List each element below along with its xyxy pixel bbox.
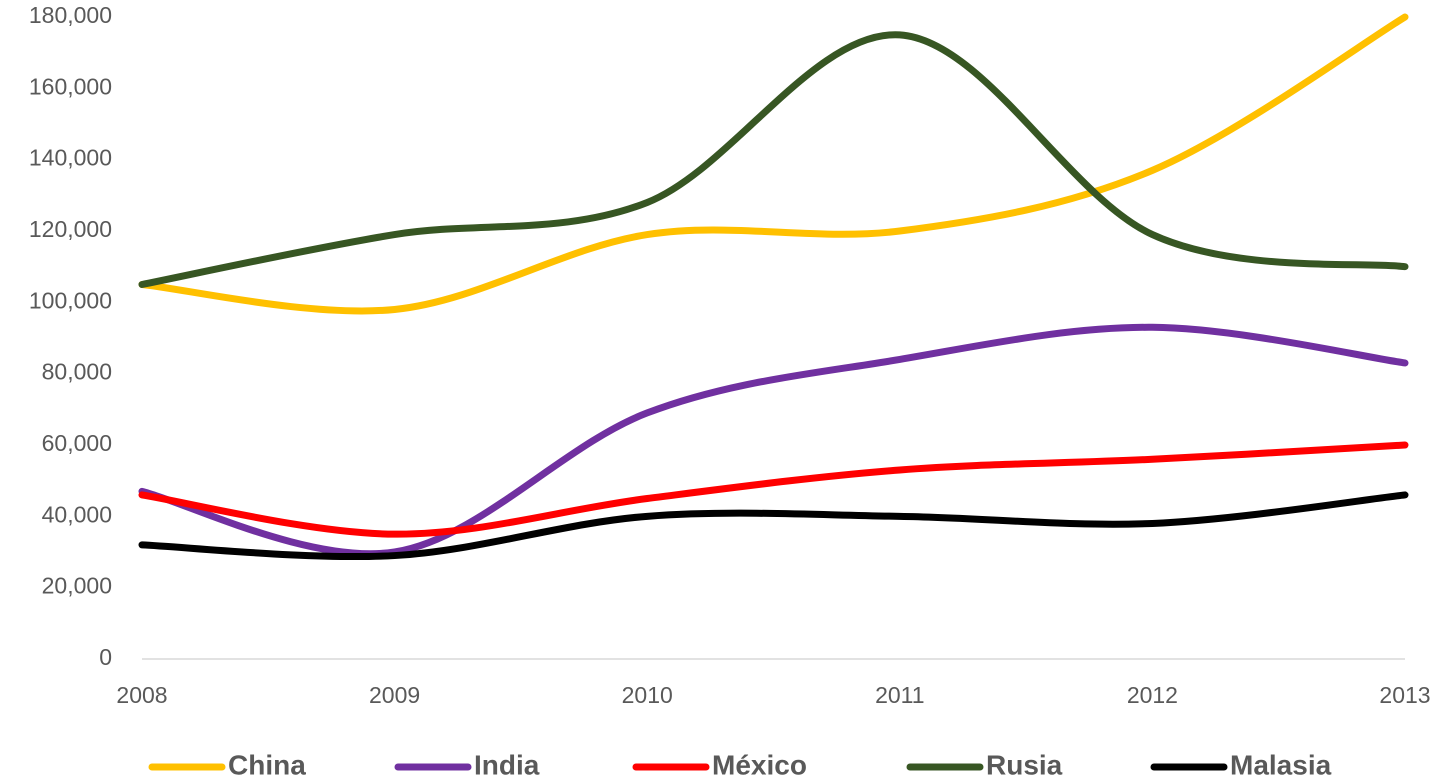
x-tick-label: 2009	[369, 682, 420, 708]
x-tick-label: 2011	[875, 682, 924, 708]
y-tick-label: 120,000	[29, 216, 112, 242]
legend-label: Malasia	[1230, 749, 1332, 780]
y-tick-label: 0	[99, 644, 112, 670]
y-tick-label: 100,000	[29, 287, 112, 313]
legend-label: India	[474, 749, 540, 780]
legend-label: Rusia	[986, 749, 1063, 780]
x-tick-label: 2010	[622, 682, 673, 708]
series-line	[138, 441, 1409, 538]
y-tick-label: 160,000	[29, 73, 112, 99]
y-tick-label: 80,000	[42, 359, 112, 385]
x-tick-label: 2012	[1127, 682, 1178, 708]
y-tick-label: 40,000	[42, 501, 112, 527]
series-line	[138, 491, 1409, 561]
series-line	[138, 13, 1409, 315]
y-tick-label: 140,000	[29, 145, 112, 171]
y-tick-label: 180,000	[29, 2, 112, 28]
legend-label: China	[228, 749, 306, 780]
y-tick-label: 60,000	[42, 430, 112, 456]
y-tick-label: 20,000	[42, 573, 112, 599]
legend-label: México	[712, 749, 807, 780]
x-tick-label: 2013	[1379, 682, 1430, 708]
x-tick-label: 2008	[116, 682, 167, 708]
series-line	[138, 31, 1409, 288]
